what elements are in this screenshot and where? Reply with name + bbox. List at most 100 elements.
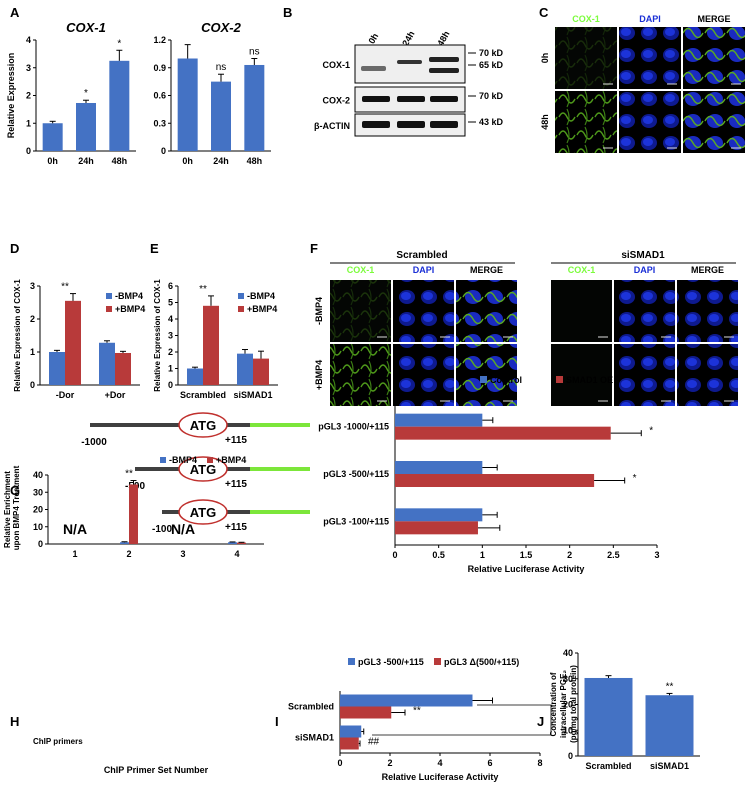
bar bbox=[244, 64, 265, 151]
panel-letter-I: I bbox=[275, 714, 279, 729]
legend-swatch bbox=[238, 293, 244, 299]
y-axis-label: Concentration of bbox=[549, 672, 558, 736]
micro-group-label: siSMAD1 bbox=[621, 250, 665, 261]
x-tick-label: 3 bbox=[654, 550, 659, 560]
y-tick-label: 20 bbox=[563, 700, 573, 710]
y-tick-label: 5 bbox=[168, 298, 173, 308]
band bbox=[362, 121, 390, 128]
micro-col-label: DAPI bbox=[639, 14, 661, 24]
chart-A2: 0 0.3 0.6 0.9 1.2 0h 24h ns 48h ns COX-2 bbox=[153, 20, 271, 166]
size-marker: 70 kD bbox=[479, 48, 504, 58]
y-tick-label: 1.2 bbox=[153, 35, 166, 45]
category-label: Scrambled bbox=[288, 702, 334, 712]
legend-swatch bbox=[106, 293, 112, 299]
band bbox=[397, 60, 422, 64]
band bbox=[430, 96, 458, 102]
y-tick-label: 1 bbox=[168, 364, 173, 374]
annotation: ## bbox=[368, 737, 380, 748]
band bbox=[397, 121, 425, 128]
blot-row-label: COX-2 bbox=[322, 96, 350, 106]
bar bbox=[49, 352, 65, 385]
bar bbox=[203, 305, 219, 385]
micrograph bbox=[393, 280, 454, 342]
x-tick-label: 2 bbox=[387, 758, 392, 768]
bar bbox=[395, 413, 483, 427]
size-marker: 65 kD bbox=[479, 60, 504, 70]
category-label: 24h bbox=[78, 156, 94, 166]
y-tick-label: 3 bbox=[30, 281, 35, 291]
bar bbox=[120, 542, 129, 544]
y-tick-label: 4 bbox=[26, 35, 31, 45]
micro-group-label: Scrambled bbox=[396, 250, 447, 261]
legend-label: SMAD1 OE bbox=[566, 375, 613, 385]
bar bbox=[109, 60, 130, 151]
y-tick-label: 0 bbox=[161, 146, 166, 156]
micrograph bbox=[683, 27, 745, 89]
chart-title: COX-2 bbox=[201, 20, 242, 35]
promoter-start: -100 bbox=[152, 524, 172, 535]
micrograph bbox=[551, 280, 612, 342]
atg-label: ATG bbox=[190, 505, 216, 520]
panel-letter-A: A bbox=[10, 5, 20, 20]
x-tick-label: 8 bbox=[537, 758, 542, 768]
bar bbox=[115, 352, 131, 385]
annotation: ** bbox=[125, 469, 133, 480]
chart-I: 0 2 4 6 8 Scrambled ** siSMAD1 ## Relative Lucife… bbox=[288, 657, 543, 782]
legend-swatch bbox=[480, 376, 487, 383]
micrograph bbox=[456, 280, 517, 342]
bar bbox=[228, 542, 237, 544]
x-tick-label: 2 bbox=[567, 550, 572, 560]
panel-letter-C: C bbox=[539, 5, 549, 20]
y-tick-label: 1 bbox=[30, 347, 35, 357]
micrograph bbox=[555, 91, 617, 153]
band bbox=[429, 57, 459, 62]
legend-label: -BMP4 bbox=[247, 291, 275, 301]
micro-col-label: COX-1 bbox=[568, 265, 596, 275]
legend-label: -BMP4 bbox=[115, 291, 143, 301]
y-axis-label-line3: (pg/mg total protein) bbox=[569, 665, 578, 743]
chart-J: 0 10 20 30 40 Scrambled siSMAD1 ** Concentration… bbox=[549, 648, 700, 771]
chart-E: 0 1 2 3 4 5 6 Scrambled ** siSMAD1 -BMP4 +BMP4 Relat… bbox=[153, 279, 278, 400]
legend-swatch bbox=[348, 658, 355, 665]
x-tick-label: 0 bbox=[337, 758, 342, 768]
bar bbox=[253, 358, 269, 385]
bar bbox=[340, 725, 362, 738]
y-tick-label: 40 bbox=[33, 470, 43, 480]
bar bbox=[65, 300, 81, 385]
bar bbox=[237, 353, 253, 385]
y-tick-label: 0 bbox=[26, 146, 31, 156]
y-tick-label: 3 bbox=[168, 331, 173, 341]
micro-col-label: DAPI bbox=[634, 265, 656, 275]
band bbox=[430, 121, 458, 128]
bar bbox=[395, 426, 611, 440]
promoter-end: +115 bbox=[225, 522, 247, 533]
bar bbox=[211, 81, 231, 151]
micro-row-label: +BMP4 bbox=[314, 360, 324, 390]
bar bbox=[340, 694, 473, 707]
y-axis-label-line2: intracellular PGE₂ bbox=[559, 670, 568, 738]
panel-letter-F: F bbox=[310, 241, 318, 256]
panel-letter-J: J bbox=[537, 714, 544, 729]
category-label: siSMAD1 bbox=[233, 390, 272, 400]
x-tick-label: 1.5 bbox=[520, 550, 533, 560]
bar bbox=[177, 58, 198, 151]
micro-col-label: MERGE bbox=[691, 265, 724, 275]
legend-swatch bbox=[106, 306, 112, 312]
x-axis-label: Relative Luciferase Activity bbox=[468, 564, 585, 574]
category-label: 24h bbox=[213, 156, 229, 166]
legend-label: +BMP4 bbox=[216, 455, 246, 465]
legend-swatch bbox=[207, 457, 213, 463]
y-tick-label: 30 bbox=[33, 487, 43, 497]
x-tick-label: 6 bbox=[487, 758, 492, 768]
panel-letter-E: E bbox=[150, 241, 159, 256]
comparison-bracket bbox=[372, 704, 552, 736]
category-label: 48h bbox=[112, 156, 128, 166]
legend-swatch bbox=[160, 457, 166, 463]
y-tick-label: 6 bbox=[168, 281, 173, 291]
micrograph bbox=[330, 344, 391, 406]
bar bbox=[340, 706, 392, 719]
bar bbox=[129, 484, 138, 544]
bar bbox=[395, 508, 483, 522]
category-label: 0h bbox=[182, 156, 193, 166]
